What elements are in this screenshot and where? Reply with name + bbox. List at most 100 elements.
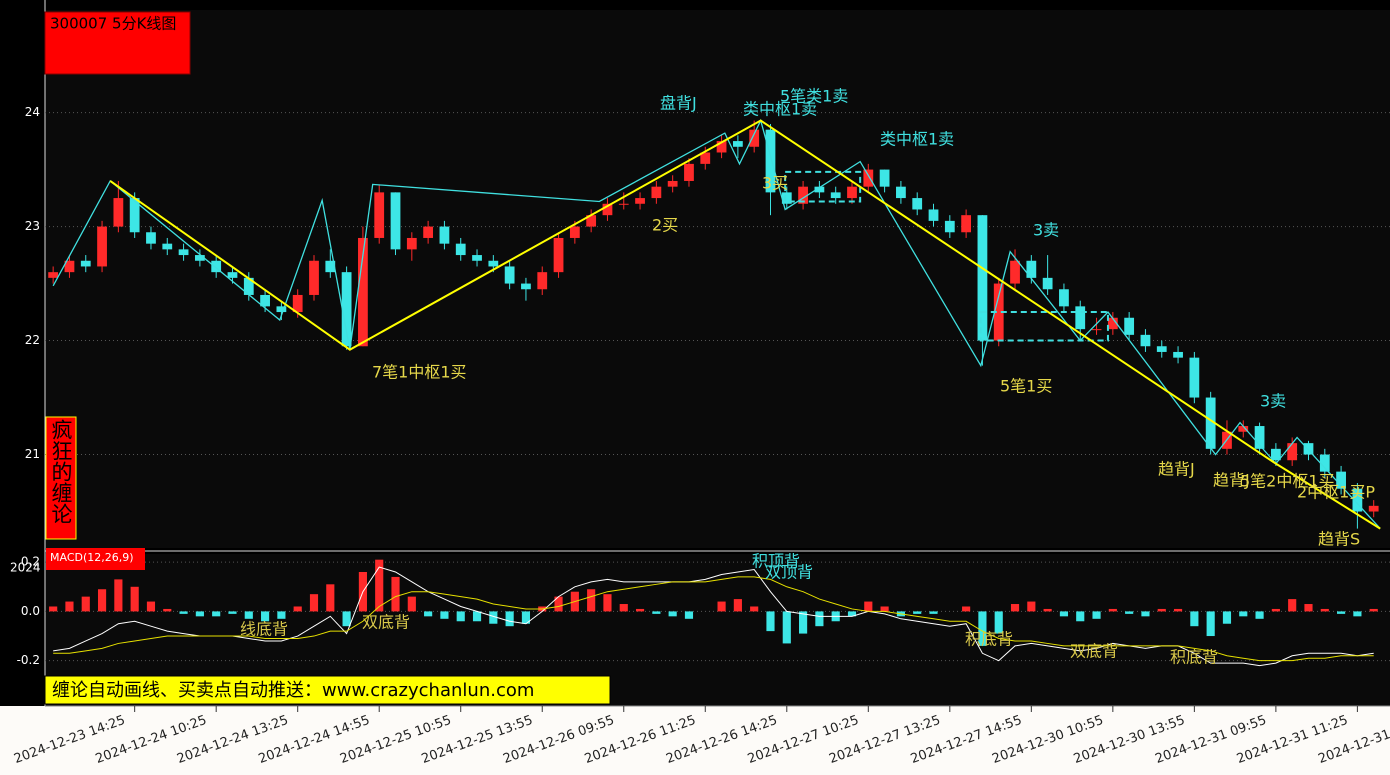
candle-body	[1352, 488, 1363, 512]
candle-body	[406, 237, 417, 250]
annotation: 2买	[652, 216, 678, 235]
y-tick-label: -0.2	[17, 653, 40, 667]
candle-body	[569, 226, 580, 238]
candle-body	[97, 226, 107, 267]
macd-bar	[81, 596, 90, 612]
title: 300007 5分K线图	[50, 15, 176, 33]
candle-body	[749, 129, 760, 147]
macd-bar	[1190, 611, 1199, 627]
annotation: 双顶背	[765, 563, 813, 582]
macd-bar	[163, 608, 172, 612]
candle-body	[879, 169, 890, 187]
annotation: 7笔1中枢1买	[372, 363, 467, 382]
candle-body	[1010, 260, 1020, 284]
candle-body	[227, 272, 238, 278]
macd-bar	[375, 559, 384, 612]
annotation: 双底背	[1070, 642, 1118, 661]
candle-body	[64, 260, 75, 273]
macd-bar	[456, 611, 465, 622]
macd-title: MACD(12,26,9)	[50, 551, 134, 564]
candle-body	[993, 283, 1004, 341]
macd-bar	[521, 611, 531, 624]
banner: 缠论自动画线、买卖点自动推送：www.crazychanlun.com	[52, 680, 534, 701]
candle-body	[732, 141, 743, 147]
candle-body	[700, 152, 711, 164]
annotation: 趋背J	[1213, 471, 1250, 490]
candle-body	[48, 272, 59, 278]
candle-body	[618, 203, 629, 205]
candle-body	[602, 203, 613, 216]
candle-body	[211, 260, 222, 273]
annotation: 盘背J	[660, 94, 697, 113]
macd-bar	[913, 611, 922, 614]
macd-bar	[668, 611, 677, 617]
macd-bar	[1304, 604, 1313, 612]
macd-bar	[49, 606, 58, 612]
candle-body	[863, 169, 874, 187]
annotation: 5笔1买	[1000, 377, 1052, 396]
candle-body	[912, 198, 923, 210]
annotation: 2中枢1买P	[1297, 483, 1375, 502]
candle-body	[146, 232, 156, 244]
macd-title-box	[46, 548, 145, 570]
macd-bar	[815, 611, 824, 627]
y-tick-label: 0.0	[21, 604, 40, 618]
macd-bar	[1157, 608, 1166, 612]
macd-bar	[391, 576, 400, 612]
candle-body	[977, 215, 988, 341]
candle-body	[814, 186, 825, 193]
macd-bar	[587, 589, 596, 612]
macd-bar	[864, 601, 873, 612]
annotation: 类中枢1卖	[743, 100, 817, 119]
candle-body	[504, 266, 515, 284]
annotation: 积顶背	[752, 552, 800, 571]
macd-bar	[1173, 608, 1183, 612]
candle-body	[162, 243, 173, 250]
macd-bar	[929, 611, 938, 614]
candle-body	[292, 294, 303, 313]
macd-bar	[424, 611, 433, 617]
macd-bar	[212, 611, 221, 617]
macd-bar	[962, 606, 971, 612]
candle-body	[178, 249, 189, 256]
macd-bar	[652, 611, 661, 614]
macd-bar	[717, 601, 726, 612]
y-tick-label: 21	[25, 447, 40, 461]
macd-bar	[1337, 611, 1346, 614]
candle-body	[1368, 505, 1379, 512]
candle-body	[928, 209, 939, 221]
candle-body	[374, 192, 385, 238]
candle-body	[488, 260, 499, 267]
macd-bar	[619, 604, 628, 612]
candle-body	[309, 260, 319, 295]
y-tick-label: 0.2	[21, 555, 40, 569]
candle-body	[455, 243, 466, 256]
candle-body	[80, 260, 91, 267]
zhongshu-box	[784, 170, 862, 203]
candle-body	[586, 215, 597, 227]
candle-body	[390, 192, 401, 250]
candle-body	[1189, 357, 1200, 398]
candle-body	[765, 129, 776, 193]
zhongshu-box	[979, 311, 1109, 342]
price-panel	[45, 10, 1390, 548]
y-tick-label: 23	[25, 219, 40, 233]
macd-bar	[994, 611, 1003, 634]
macd-bar	[1369, 608, 1378, 612]
annotation: 3卖	[1260, 392, 1286, 411]
candle-body	[472, 255, 482, 261]
annotation: 线底背	[240, 620, 288, 639]
macd-bar	[179, 611, 188, 614]
macd-bar	[1353, 611, 1362, 617]
candle-body	[129, 198, 140, 233]
macd-bar	[1010, 604, 1020, 612]
macd-bar	[750, 606, 759, 612]
candle-body	[1059, 289, 1069, 307]
candle-body	[521, 283, 531, 290]
macd-bar	[766, 611, 775, 632]
macd-bar	[1222, 611, 1232, 624]
annotation: 类中枢1卖	[880, 130, 954, 149]
candle-body	[243, 277, 254, 295]
candle-body	[961, 215, 972, 233]
macd-bar	[603, 594, 612, 612]
